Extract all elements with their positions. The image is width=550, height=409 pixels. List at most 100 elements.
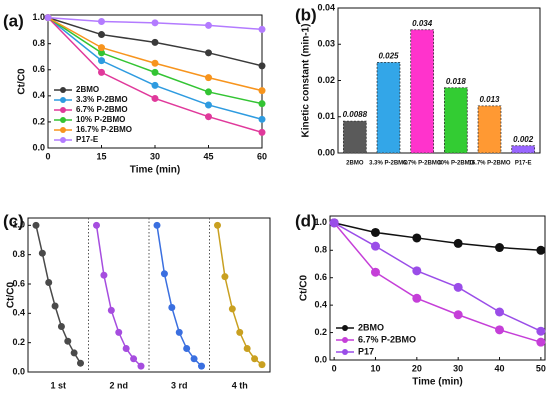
y-tick-label: 0.8 — [32, 38, 45, 48]
data-point — [45, 279, 53, 287]
data-point — [64, 337, 72, 345]
data-point — [38, 249, 46, 257]
data-point — [93, 221, 100, 229]
data-point — [151, 19, 159, 27]
x-tick-label: 2BMO — [346, 161, 364, 167]
data-point — [70, 349, 78, 357]
data-point — [495, 243, 505, 253]
data-point — [168, 303, 176, 311]
legend-label: 3.3% P-2BMO — [76, 95, 128, 104]
data-point — [151, 94, 159, 102]
data-point — [32, 221, 40, 229]
data-point — [98, 18, 105, 26]
data-point — [258, 25, 266, 33]
data-point — [98, 44, 105, 52]
data-point — [251, 355, 259, 363]
y-tick-label: 0.03 — [317, 39, 335, 49]
x-tick-label: 30 — [150, 151, 160, 161]
data-point — [536, 245, 546, 255]
data-point — [183, 345, 191, 353]
x-tick-label: 4 th — [232, 380, 248, 390]
data-point — [44, 14, 52, 22]
y-tick-label: 0.2 — [314, 327, 327, 337]
data-point — [205, 88, 212, 96]
data-point — [412, 293, 422, 303]
x-tick-label: 3.3% P-2BMO — [369, 161, 408, 167]
data-point — [190, 355, 198, 363]
data-point — [236, 328, 244, 336]
data-point — [258, 128, 266, 136]
data-point — [198, 362, 205, 370]
y-tick-label: 0.4 — [12, 308, 25, 318]
data-point — [160, 270, 168, 278]
data-point — [175, 328, 183, 336]
data-point — [495, 325, 505, 335]
data-point — [98, 49, 105, 57]
data-point — [107, 306, 115, 314]
legend-marker — [60, 107, 66, 113]
x-axis-label: Time (min) — [412, 377, 462, 388]
data-point — [495, 307, 505, 317]
data-point — [258, 361, 266, 369]
legend-marker — [60, 117, 66, 123]
legend-label: P17-E — [76, 135, 99, 144]
y-tick-label: 0.00 — [317, 147, 335, 157]
x-tick-label: 60 — [257, 151, 267, 161]
x-tick-label: 50 — [536, 363, 546, 373]
y-axis-label: Ct/C0 — [6, 282, 17, 309]
data-point — [98, 68, 105, 76]
y-tick-label: 0.01 — [317, 111, 335, 121]
data-point — [536, 337, 546, 347]
x-tick-label: 0 — [332, 363, 337, 373]
data-point — [51, 302, 59, 310]
y-tick-label: 0.8 — [314, 245, 327, 255]
data-point — [370, 241, 380, 251]
data-point — [258, 62, 266, 70]
value-label: 0.013 — [479, 95, 500, 104]
x-tick-label: 30 — [453, 363, 463, 373]
plot-frame — [329, 215, 546, 361]
data-point — [57, 323, 65, 331]
x-tick-label: 10 — [370, 363, 380, 373]
data-point — [243, 345, 251, 353]
data-point — [453, 238, 463, 248]
x-tick-label: 20 — [412, 363, 422, 373]
y-tick-label: 0.02 — [317, 75, 335, 85]
x-tick-label: 3 rd — [171, 380, 188, 390]
y-tick-label: 0.6 — [314, 272, 327, 282]
y-tick-label: 0.4 — [314, 300, 327, 310]
series-line — [333, 222, 542, 343]
data-point — [205, 113, 212, 121]
data-point — [100, 271, 108, 279]
bar — [511, 145, 536, 154]
x-tick-label: 2 nd — [109, 380, 128, 390]
legend-label: 2BMO — [76, 85, 99, 94]
data-point — [98, 57, 105, 65]
y-tick-label: 1.0 — [12, 220, 25, 230]
panel-label: (c) — [3, 211, 24, 230]
data-point — [98, 31, 105, 39]
legend-marker — [60, 87, 66, 93]
data-point — [453, 310, 463, 320]
x-tick-label: 15 — [96, 151, 106, 161]
legend-label: 2BMO — [358, 322, 384, 332]
bar — [342, 120, 367, 154]
series-line — [216, 225, 263, 366]
data-point — [153, 221, 161, 229]
y-tick-label: 0.2 — [32, 116, 45, 126]
bar — [376, 61, 401, 154]
y-tick-label: 0.6 — [32, 64, 45, 74]
y-tick-label: 0.0 — [12, 366, 25, 376]
x-tick-label: 16.7% P-2BMO — [468, 161, 510, 167]
series-line — [156, 225, 203, 367]
data-point — [151, 59, 159, 67]
data-point — [258, 87, 266, 95]
x-tick-label: 1 st — [50, 380, 66, 390]
series-line — [35, 225, 82, 364]
y-tick-label: 0.4 — [32, 90, 45, 100]
legend-marker — [60, 127, 66, 133]
legend-label: 6.7% P-2BMO — [358, 334, 416, 344]
data-point — [137, 362, 145, 370]
series-line — [333, 222, 542, 332]
data-point — [370, 227, 380, 237]
